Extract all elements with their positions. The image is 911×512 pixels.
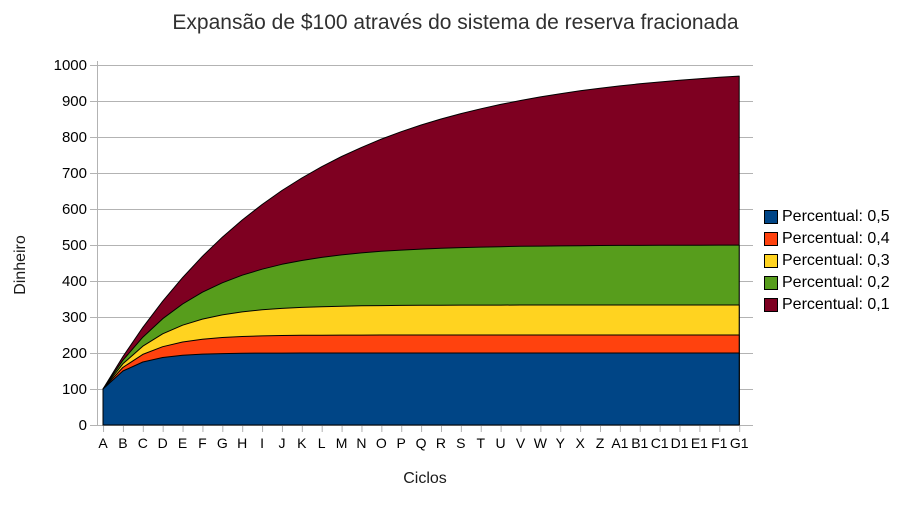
- x-tick-label: M: [336, 435, 348, 451]
- x-tick-label: A: [98, 435, 108, 451]
- legend-label: Percentual: 0,5: [782, 208, 890, 225]
- x-tick-label: E: [178, 435, 187, 451]
- legend-swatch-icon: [764, 298, 778, 312]
- legend-item: Percentual: 0,2: [764, 272, 890, 294]
- x-tick-label: D: [158, 435, 168, 451]
- legend-swatch-icon: [764, 254, 778, 268]
- x-tick-labels: A B C D E F G H I J K L M N O P Q R S T U V W Y X Z A1 B1 C1 D1 E1 F1 G1: [98, 435, 748, 451]
- x-tick-label: O: [376, 435, 387, 451]
- x-tick-label: W: [534, 435, 548, 451]
- legend-label: Percentual: 0,4: [782, 230, 890, 247]
- x-tick-label: Q: [416, 435, 427, 451]
- chart-title: Expansão de $100 através do sistema de r…: [172, 11, 739, 34]
- legend-label: Percentual: 0,2: [782, 274, 890, 291]
- area-series-percentual-0-5: [102, 352, 740, 426]
- x-tick-label: B1: [631, 435, 648, 451]
- x-tick-label: T: [476, 435, 485, 451]
- y-tick-label: 200: [62, 345, 87, 362]
- y-tick-label: 900: [62, 93, 87, 110]
- x-tick-label: U: [496, 435, 506, 451]
- x-tick-label: F: [198, 435, 207, 451]
- x-tick-label: H: [237, 435, 247, 451]
- x-tick-label: D1: [671, 435, 689, 451]
- y-tick-label: 1000: [54, 57, 87, 74]
- x-tick-label: N: [356, 435, 366, 451]
- x-tick-label: J: [278, 435, 285, 451]
- x-tick-label: C1: [651, 435, 669, 451]
- x-axis-title: Ciclos: [403, 470, 447, 487]
- y-tick-label: 700: [62, 165, 87, 182]
- x-tick-label: L: [318, 435, 326, 451]
- y-tick-label: 100: [62, 381, 87, 398]
- x-tick-label: S: [456, 435, 465, 451]
- x-tick-label: I: [260, 435, 264, 451]
- legend: Percentual: 0,5 Percentual: 0,4 Percentual…: [764, 206, 890, 316]
- legend-swatch-icon: [764, 210, 778, 224]
- y-tick-label: 500: [62, 237, 87, 254]
- legend-swatch-icon: [764, 276, 778, 290]
- y-tick-label: 300: [62, 309, 87, 326]
- y-tick-label: 800: [62, 129, 87, 146]
- y-tick-label: 600: [62, 201, 87, 218]
- legend-swatch-icon: [764, 232, 778, 246]
- x-tick-label: R: [436, 435, 446, 451]
- legend-label: Percentual: 0,3: [782, 252, 890, 269]
- x-tick-label: P: [397, 435, 406, 451]
- x-tick-label: A1: [611, 435, 628, 451]
- x-tick-label: B: [118, 435, 127, 451]
- y-tick-label: 0: [79, 417, 87, 434]
- x-tick-label: F1: [711, 435, 728, 451]
- legend-label: Percentual: 0,1: [782, 296, 890, 313]
- x-tick-label: Z: [596, 435, 605, 451]
- y-tick-label: 400: [62, 273, 87, 290]
- area-series-group: [102, 75, 740, 426]
- y-tick-labels: 0 100 200 300 400 500 600 700 800 900 1000: [54, 57, 87, 434]
- x-tick-label: X: [575, 435, 585, 451]
- x-tick-label: G: [217, 435, 228, 451]
- x-tick-label: C: [138, 435, 148, 451]
- legend-item: Percentual: 0,3: [764, 250, 890, 272]
- legend-item: Percentual: 0,1: [764, 294, 890, 316]
- x-tick-label: K: [297, 435, 307, 451]
- x-tick-label: Y: [556, 435, 566, 451]
- legend-item: Percentual: 0,5: [764, 206, 890, 228]
- x-tick-label: G1: [730, 435, 749, 451]
- x-tick-label: V: [516, 435, 526, 451]
- x-tick-label: E1: [691, 435, 708, 451]
- tick-marks: [90, 65, 741, 432]
- legend-item: Percentual: 0,4: [764, 228, 890, 250]
